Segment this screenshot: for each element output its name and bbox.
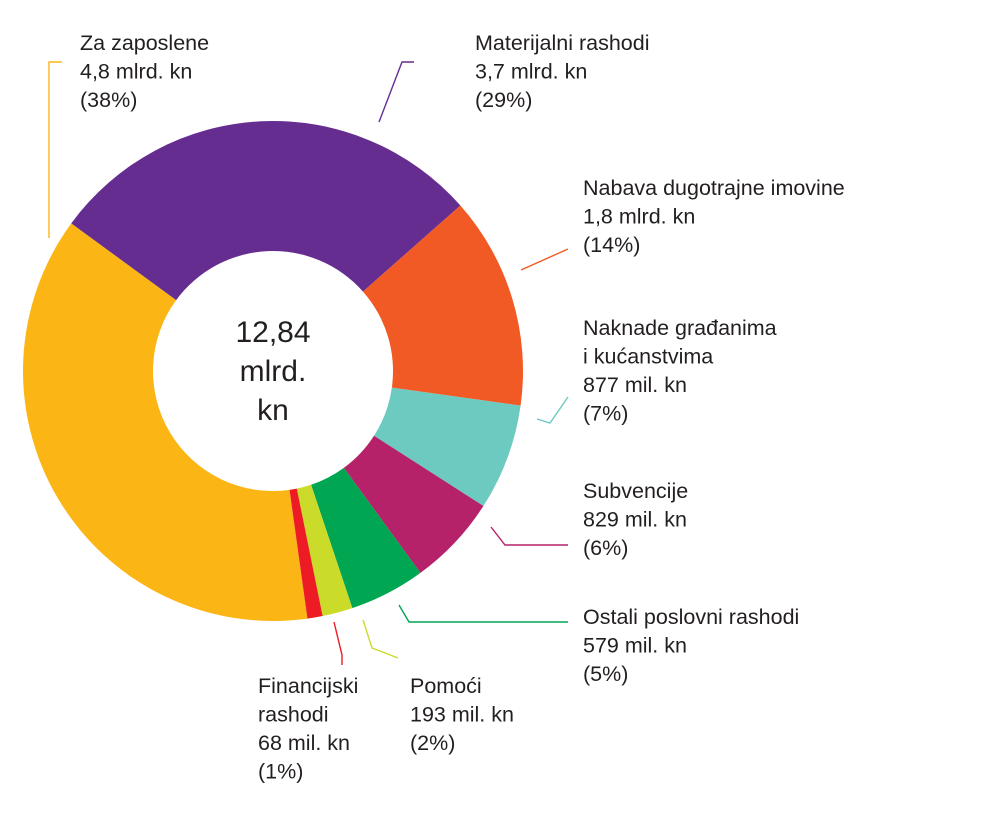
label-amount-pomoci: 193 mil. kn — [410, 703, 514, 727]
center-total-value: 12,84 — [235, 316, 310, 349]
leader-line-za-zaposlene — [48, 61, 62, 238]
slice-labels: Za zaposlene 4,8 mlrd. kn (38%) Materijalni… — [80, 31, 845, 784]
label-amount-ostali-poslovni-rashodi: 579 mil. kn — [583, 634, 687, 658]
label-percent-subvencije: (6%) — [583, 536, 628, 560]
slice-naknade-gradanima-i-kucanstvima — [374, 387, 521, 506]
label-percent-materijalni-rashodi: (29%) — [475, 88, 532, 112]
label-amount-subvencije: 829 mil. kn — [583, 508, 687, 532]
slice-za-zaposlene — [22, 223, 308, 622]
leader-line-nabava-dugotrajne-imovine — [520, 248, 569, 271]
label-amount-naknade-gradanima-i-kucanstvima: 877 mil. kn — [583, 373, 687, 397]
slice-nabava-dugotrajne-imovine — [362, 205, 523, 406]
leader-lines — [48, 61, 569, 665]
slice-ostali-poslovni-rashodi — [311, 467, 421, 609]
label-amount-financijski-rashodi: 68 mil. kn — [258, 731, 350, 755]
leader-line-pomoci — [362, 619, 399, 659]
label-name-subvencije: Subvencije — [583, 479, 688, 503]
leader-line-ostali-poslovni-rashodi — [398, 604, 568, 623]
label-name-ostali-poslovni-rashodi: Ostali poslovni rashodi — [583, 605, 799, 629]
leader-line-subvencije — [490, 526, 568, 546]
leader-line-materijalni-rashodi — [378, 61, 414, 123]
label-name-financijski-rashodi-1: Financijski — [258, 674, 358, 698]
label-percent-financijski-rashodi: (1%) — [258, 760, 303, 784]
label-name-naknade-gradanima-i-kucanstvima-1: Naknade građanima — [583, 316, 777, 340]
slice-materijalni-rashodi — [71, 120, 461, 301]
slice-subvencije — [343, 435, 484, 573]
label-amount-nabava-dugotrajne-imovine: 1,8 mlrd. kn — [583, 205, 695, 229]
donut-slices — [22, 120, 523, 622]
label-name-nabava-dugotrajne-imovine: Nabava dugotrajne imovine — [583, 176, 845, 200]
leader-line-financijski-rashodi — [333, 621, 343, 665]
center-total-currency: kn — [257, 394, 289, 427]
label-name-pomoci: Pomoći — [410, 674, 482, 698]
label-percent-naknade-gradanima-i-kucanstvima: (7%) — [583, 402, 628, 426]
slice-financijski-rashodi — [289, 488, 323, 619]
label-percent-pomoci: (2%) — [410, 731, 455, 755]
label-amount-materijalni-rashodi: 3,7 mlrd. kn — [475, 60, 587, 84]
label-amount-za-zaposlene: 4,8 mlrd. kn — [80, 60, 192, 84]
label-percent-ostali-poslovni-rashodi: (5%) — [583, 662, 628, 686]
label-name-materijalni-rashodi: Materijalni rashodi — [475, 31, 649, 55]
label-percent-za-zaposlene: (38%) — [80, 88, 137, 112]
slice-pomoci — [296, 484, 353, 617]
label-name-za-zaposlene: Za zaposlene — [80, 31, 209, 55]
label-name-naknade-gradanima-i-kucanstvima-2: i kućanstvima — [583, 345, 713, 369]
label-name-financijski-rashodi-2: rashodi — [258, 703, 329, 727]
label-percent-nabava-dugotrajne-imovine: (14%) — [583, 233, 640, 257]
leader-line-naknade-gradanima-i-kucanstvima — [536, 396, 569, 424]
center-total-unit: mlrd. — [240, 355, 307, 388]
